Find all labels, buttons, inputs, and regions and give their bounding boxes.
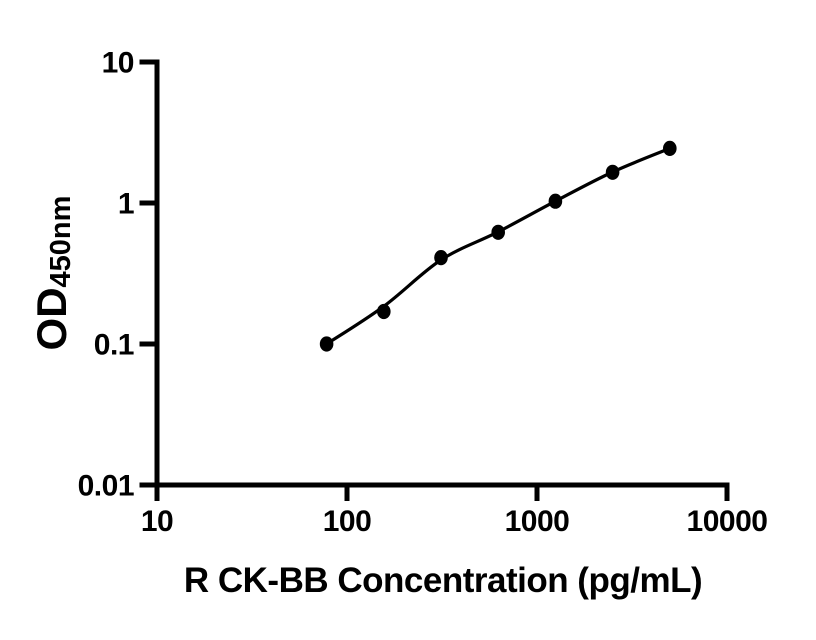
- x-tick-label: 10: [141, 505, 173, 538]
- data-point-marker: [663, 140, 677, 156]
- y-axis-ticks: [139, 59, 157, 488]
- y-axis-tick-labels: 0.01 0.1 1 10: [78, 47, 135, 503]
- y-axis-label-subscript: 450nm: [45, 196, 77, 288]
- y-tick-label: 0.1: [94, 329, 134, 362]
- data-points: [319, 140, 677, 352]
- x-axis-label: R CK-BB Concentration (pg/mL): [184, 561, 702, 600]
- data-point-marker: [548, 193, 563, 209]
- data-point-marker: [377, 303, 391, 320]
- y-axis-label-main: OD: [28, 287, 75, 350]
- data-point-marker: [319, 336, 334, 352]
- x-axis-tick-labels: 10 100 1000 10000: [141, 505, 768, 538]
- x-axis-ticks: [154, 485, 730, 501]
- data-point-marker: [605, 164, 620, 180]
- x-tick-label: 10000: [687, 505, 768, 538]
- axes: [154, 59, 730, 488]
- x-tick-label: 1000: [505, 505, 570, 538]
- data-point-marker: [491, 224, 506, 240]
- y-tick-label: 10: [102, 47, 134, 80]
- y-tick-label: 1: [118, 188, 134, 221]
- x-tick-label: 100: [323, 505, 372, 538]
- data-point-marker: [434, 250, 448, 266]
- y-axis-label: OD450nm: [28, 196, 77, 351]
- y-tick-label: 0.01: [78, 470, 134, 503]
